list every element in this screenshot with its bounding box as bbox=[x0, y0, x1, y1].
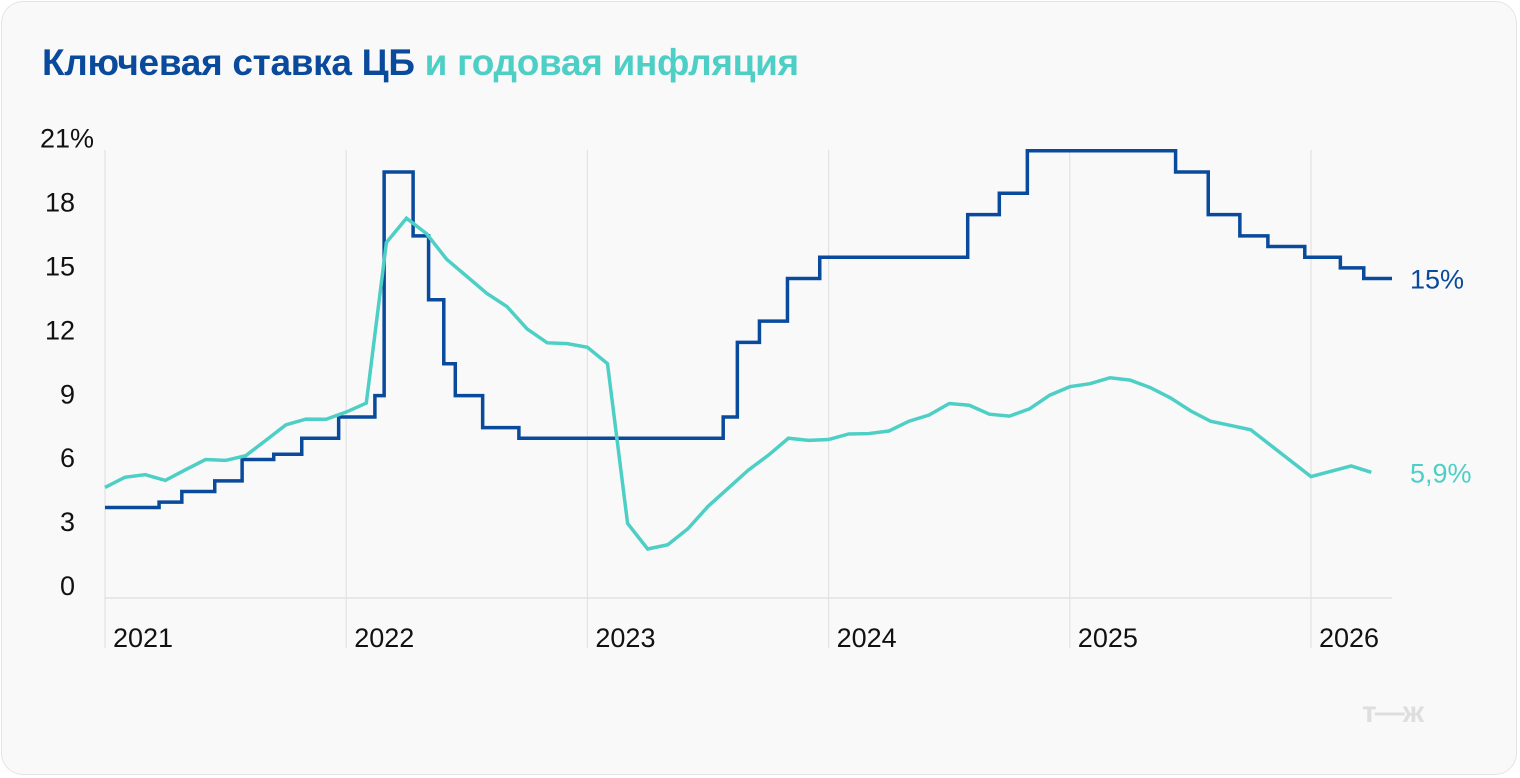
x-tick-label-2026: 2026 bbox=[1319, 623, 1379, 653]
y-tick-label-0: 0 bbox=[60, 571, 75, 601]
inflation-end-label: 5,9% bbox=[1410, 458, 1472, 488]
title-key-rate: Ключевая ставка ЦБ bbox=[42, 42, 415, 83]
y-tick-label-21: 21% bbox=[40, 124, 94, 154]
y-tick-label-9: 9 bbox=[60, 379, 75, 409]
key_rate-end-label: 15% bbox=[1410, 265, 1464, 295]
y-tick-label-18: 18 bbox=[45, 188, 75, 218]
x-tick-label-2024: 2024 bbox=[837, 623, 897, 653]
title-inflation: и годовая инфляция bbox=[424, 42, 799, 83]
chart-title: Ключевая ставка ЦБ и годовая инфляция bbox=[42, 42, 799, 84]
x-tick-label-2021: 2021 bbox=[113, 623, 173, 653]
inflation-line bbox=[104, 215, 1372, 551]
key_rate-line bbox=[105, 148, 1392, 510]
y-tick-label-3: 3 bbox=[60, 507, 75, 537]
y-tick-label-15: 15 bbox=[45, 252, 75, 282]
x-tick-label-2025: 2025 bbox=[1078, 623, 1138, 653]
x-tick-label-2022: 2022 bbox=[354, 623, 414, 653]
y-tick-label-6: 6 bbox=[60, 443, 75, 473]
logo: т—ж bbox=[1362, 696, 1424, 729]
x-tick-label-2023: 2023 bbox=[595, 623, 655, 653]
y-tick-label-12: 12 bbox=[45, 315, 75, 345]
